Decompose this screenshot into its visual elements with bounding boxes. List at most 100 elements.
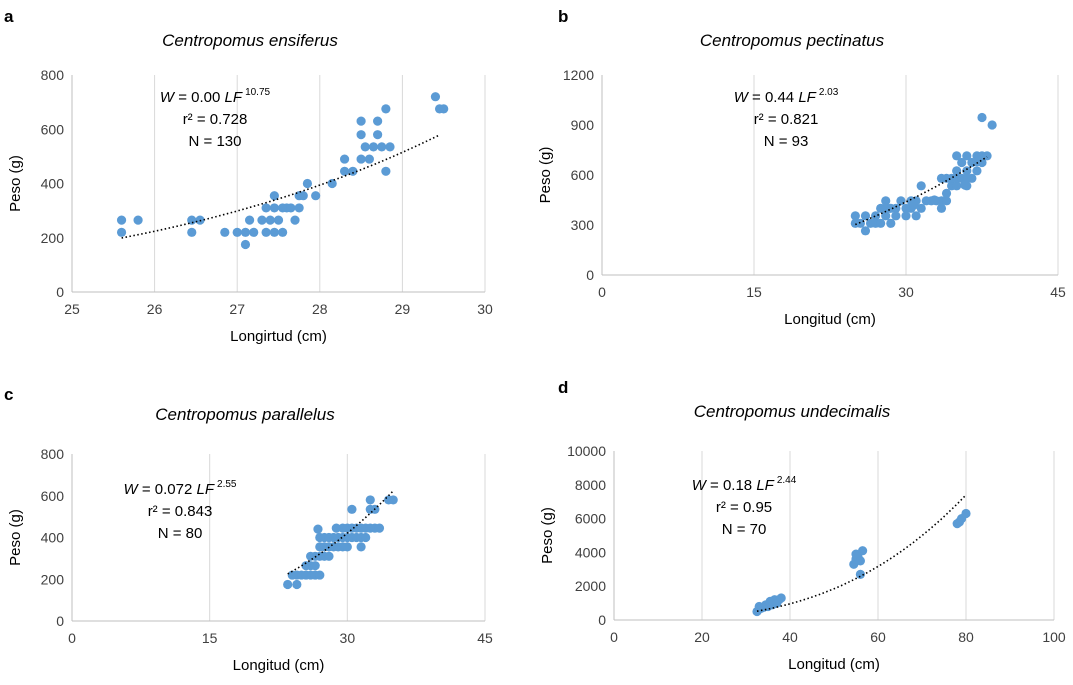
x-tick-label: 25 bbox=[64, 301, 80, 317]
chart-title: Centropomus ensiferus bbox=[162, 31, 338, 50]
y-tick-label: 0 bbox=[56, 284, 64, 300]
panel-b: 0 15 30 45 0 300 600 900 1200 Longitud (cm) Peso (… bbox=[536, 0, 1072, 342]
data-point bbox=[374, 523, 385, 533]
y-tick-label: 600 bbox=[41, 488, 65, 504]
data-point bbox=[850, 211, 860, 221]
data-point bbox=[360, 142, 370, 152]
y-axis-label: Peso (g) bbox=[539, 507, 556, 564]
data-point bbox=[294, 203, 304, 213]
equation-coef: = 0.072 bbox=[138, 481, 197, 498]
data-point bbox=[886, 218, 896, 228]
data-point bbox=[302, 178, 313, 189]
data-point bbox=[855, 218, 865, 228]
data-point bbox=[941, 196, 952, 206]
data-point bbox=[385, 142, 395, 152]
r2-label: r² = 0.95 bbox=[716, 499, 772, 516]
data-point bbox=[368, 142, 379, 152]
data-point bbox=[348, 166, 358, 176]
data-point bbox=[364, 154, 374, 164]
data-point bbox=[356, 130, 366, 140]
y-tick-label: 2000 bbox=[575, 578, 606, 594]
data-point bbox=[952, 151, 962, 161]
n-label: N = 70 bbox=[722, 521, 767, 538]
equation-var: W bbox=[734, 89, 750, 106]
data-point bbox=[331, 523, 341, 533]
data-point bbox=[377, 142, 387, 152]
equation-coef: = 0.44 bbox=[748, 89, 798, 106]
panel-letter: a bbox=[4, 7, 14, 26]
data-point bbox=[232, 227, 242, 237]
trendline bbox=[855, 156, 988, 226]
data-point bbox=[133, 215, 143, 225]
data-point bbox=[290, 215, 300, 225]
data-point bbox=[220, 227, 230, 237]
data-point bbox=[896, 196, 906, 206]
equation-label: W = 0.44 LF 2.03 bbox=[734, 87, 839, 106]
data-point bbox=[961, 508, 971, 519]
data-point bbox=[269, 191, 279, 201]
data-point bbox=[860, 226, 871, 236]
y-tick-label: 300 bbox=[571, 217, 595, 233]
data-point bbox=[327, 178, 337, 189]
data-point bbox=[891, 211, 901, 221]
data-point bbox=[356, 116, 366, 126]
data-point bbox=[858, 546, 868, 556]
data-point bbox=[916, 203, 926, 213]
panel-letter: b bbox=[558, 7, 568, 26]
x-axis-label: Longitud (cm) bbox=[788, 656, 880, 673]
data-point bbox=[929, 195, 939, 205]
data-point bbox=[881, 196, 891, 206]
x-tick-label: 20 bbox=[694, 629, 710, 645]
y-tick-label: 0 bbox=[598, 612, 606, 628]
chart-a: 25 26 27 28 29 30 0 200 400 600 800 Longirtud (cm) P… bbox=[4, 7, 493, 345]
data-point bbox=[311, 191, 321, 201]
equation-label: W = 0.072 LF 2.55 bbox=[124, 479, 237, 498]
data-point bbox=[936, 203, 947, 213]
data-point bbox=[439, 104, 449, 114]
data-point bbox=[987, 120, 997, 130]
equation-var: W bbox=[692, 477, 708, 494]
x-tick-label: 40 bbox=[782, 629, 798, 645]
data-point bbox=[339, 166, 350, 176]
data-point bbox=[957, 157, 967, 168]
data-point bbox=[952, 181, 962, 191]
chart-c: 0 15 30 45 0 200 400 600 800 Longitud (cm) Peso (g… bbox=[4, 385, 493, 674]
trendline bbox=[287, 490, 394, 575]
equation-exponent: 2.55 bbox=[217, 479, 237, 490]
x-tick-label: 45 bbox=[1050, 284, 1066, 300]
equation-exponent: 2.03 bbox=[819, 87, 839, 98]
equation-lf: LF bbox=[197, 481, 215, 498]
equation-var: W bbox=[160, 89, 176, 106]
x-tick-label: 30 bbox=[898, 284, 914, 300]
data-point bbox=[116, 215, 127, 225]
data-point bbox=[982, 151, 992, 161]
x-tick-label: 45 bbox=[477, 630, 493, 646]
x-tick-label: 29 bbox=[395, 301, 411, 317]
y-tick-label: 400 bbox=[41, 530, 65, 546]
data-point bbox=[269, 203, 279, 213]
equation-lf: LF bbox=[798, 89, 816, 106]
data-point bbox=[278, 227, 288, 237]
y-tick-label: 200 bbox=[41, 230, 65, 246]
data-point bbox=[273, 215, 284, 225]
x-tick-label: 15 bbox=[202, 630, 218, 646]
x-axis-label: Longirtud (cm) bbox=[230, 328, 327, 345]
y-tick-label: 8000 bbox=[575, 477, 606, 493]
y-tick-label: 800 bbox=[41, 67, 65, 83]
data-point bbox=[901, 211, 911, 221]
y-tick-label: 200 bbox=[41, 571, 65, 587]
data-point bbox=[265, 215, 275, 225]
equation-coef: = 0.18 bbox=[706, 477, 756, 494]
chart-title: Centropomus undecimalis bbox=[694, 402, 891, 421]
data-point bbox=[871, 211, 881, 221]
y-axis-label: Peso (g) bbox=[7, 155, 24, 212]
equation-var: W bbox=[124, 481, 140, 498]
chart-d: 0 20 40 60 80 100 0 2000 4000 6000 8000 10000 Longit… bbox=[539, 378, 1066, 673]
x-tick-label: 80 bbox=[958, 629, 974, 645]
data-point bbox=[860, 211, 871, 221]
x-tick-label: 30 bbox=[477, 301, 493, 317]
y-tick-label: 900 bbox=[571, 117, 595, 133]
x-axis-label: Longitud (cm) bbox=[784, 311, 876, 328]
data-point bbox=[292, 579, 302, 590]
data-point bbox=[430, 92, 441, 102]
